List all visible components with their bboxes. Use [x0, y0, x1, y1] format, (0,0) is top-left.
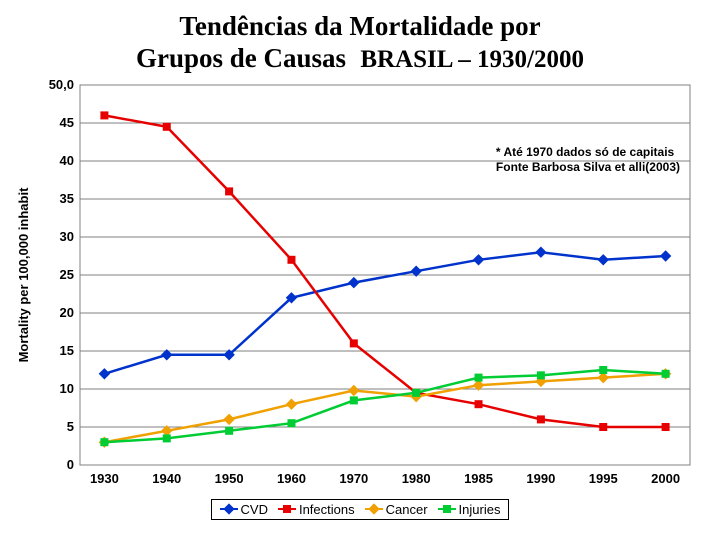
legend-item-injuries: Injuries	[438, 502, 501, 517]
title-line2: Grupos de Causas BRASIL – 1930/2000	[20, 42, 700, 75]
svg-text:1950: 1950	[215, 471, 244, 486]
legend-item-cancer: Cancer	[365, 502, 428, 517]
svg-text:30: 30	[60, 229, 74, 244]
svg-text:35: 35	[60, 191, 74, 206]
svg-text:1980: 1980	[402, 471, 431, 486]
svg-text:25: 25	[60, 267, 74, 282]
svg-text:1970: 1970	[339, 471, 368, 486]
svg-text:1985: 1985	[464, 471, 493, 486]
legend-item-infections: Infections	[278, 502, 355, 517]
svg-text:1930: 1930	[90, 471, 119, 486]
chart-footnote: * Até 1970 dados só de capitais Fonte Ba…	[496, 145, 680, 174]
svg-text:2000: 2000	[651, 471, 680, 486]
svg-text:5: 5	[67, 419, 74, 434]
chart-title: Tendências da Mortalidade por Grupos de …	[0, 0, 720, 75]
svg-text:Mortality per 100,000 inhabit: Mortality per 100,000 inhabit	[16, 187, 31, 363]
legend: CVD Infections Cancer Injuries	[0, 497, 720, 520]
svg-text:1995: 1995	[589, 471, 618, 486]
svg-text:10: 10	[60, 381, 74, 396]
svg-text:15: 15	[60, 343, 74, 358]
svg-text:1960: 1960	[277, 471, 306, 486]
svg-text:45: 45	[60, 115, 74, 130]
line-chart: 0 5 10 15 20 25 30 35 40 45 50,0 1930 1940 1950 1960 19…	[10, 75, 710, 495]
svg-text:40: 40	[60, 153, 74, 168]
svg-text:1940: 1940	[152, 471, 181, 486]
svg-text:1990: 1990	[526, 471, 555, 486]
svg-text:20: 20	[60, 305, 74, 320]
svg-text:50,0: 50,0	[49, 77, 74, 92]
legend-item-cvd: CVD	[220, 502, 268, 517]
chart-area: 0 5 10 15 20 25 30 35 40 45 50,0 1930 1940 1950 1960 19…	[10, 75, 710, 495]
svg-text:0: 0	[67, 457, 74, 472]
title-line1: Tendências da Mortalidade por	[20, 10, 700, 42]
